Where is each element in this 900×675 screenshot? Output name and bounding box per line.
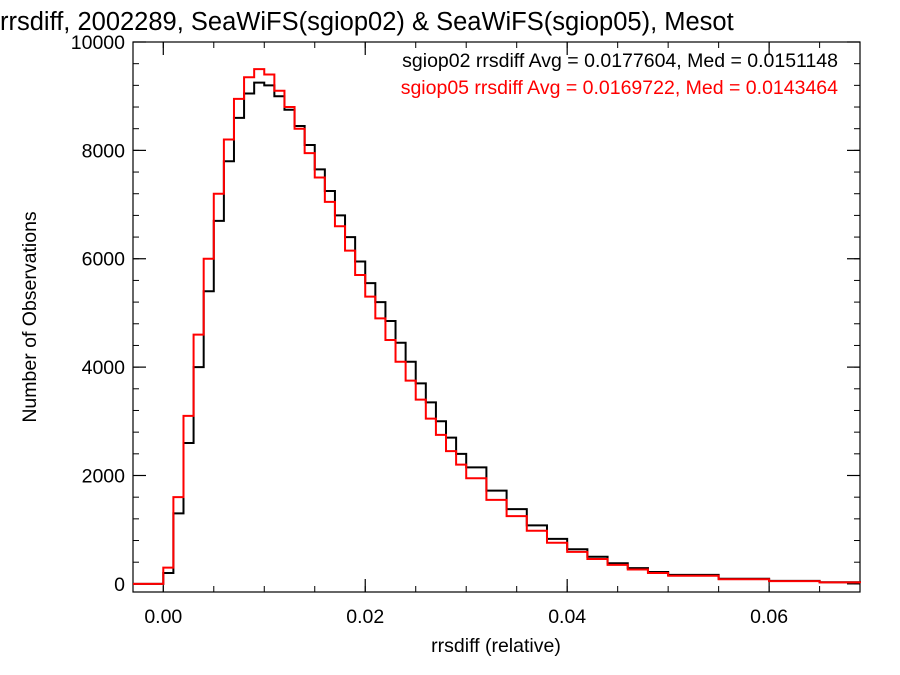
x-tick-label: 0.06 <box>750 606 788 628</box>
axes: 0.00 0.02 0.04 0.06 0 2000 4000 6000 8000 10000 <box>71 32 860 628</box>
series-layer <box>133 68 861 585</box>
chart-title: rrsdiff, 2002289, SeaWiFS(sgiop02) & Sea… <box>0 8 734 36</box>
y-tick-label: 2000 <box>82 465 126 487</box>
y-tick-label: 6000 <box>82 249 126 271</box>
y-axis-label: Number of Observations <box>19 211 41 423</box>
y-tick-label: 0 <box>114 574 125 596</box>
y-tick-label: 10000 <box>71 32 125 54</box>
y-tick-label: 8000 <box>82 140 126 162</box>
x-axis-label: rrsdiff (relative) <box>431 635 561 657</box>
histogram-series-1 <box>133 81 861 585</box>
x-tick-label: 0.02 <box>346 606 384 628</box>
annotation-sgiop05: sgiop05 rrsdiff Avg = 0.0169722, Med = 0… <box>401 77 838 99</box>
plot-frame <box>132 41 861 593</box>
histogram-series-2 <box>133 68 861 585</box>
annotation-sgiop02: sgiop02 rrsdiff Avg = 0.0177604, Med = 0… <box>402 50 838 72</box>
x-tick-label: 0.04 <box>548 606 586 628</box>
x-tick-label: 0.00 <box>144 606 182 628</box>
y-tick-label: 4000 <box>82 357 126 379</box>
